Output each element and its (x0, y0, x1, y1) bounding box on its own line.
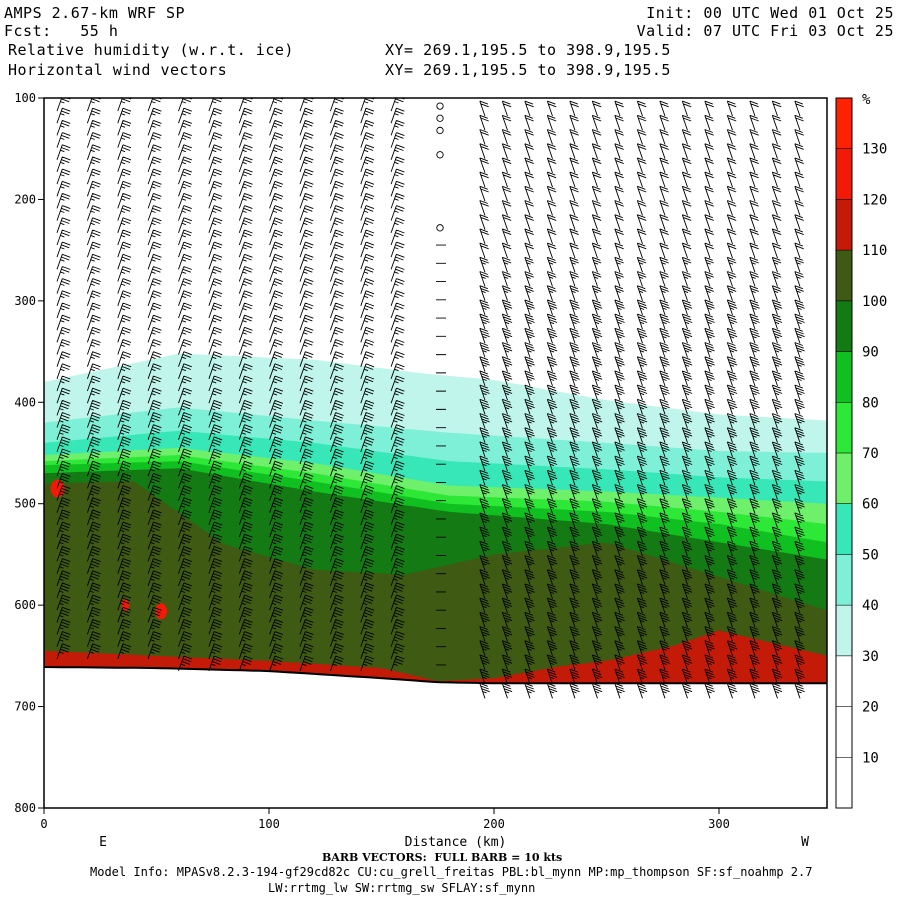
colorbar-label-110: 110 (862, 243, 887, 259)
y-tick-label-800: 800 (14, 801, 36, 815)
xy-range-1: XY= 269.1,195.5 to 398.9,195.5 (385, 41, 671, 59)
right-end-label: W (801, 835, 809, 850)
colorbar-segment-0 (836, 98, 852, 149)
weak-wind-column (436, 244, 446, 666)
y-tick-label-700: 700 (14, 700, 36, 714)
colorbar-segment-9 (836, 554, 852, 606)
x-tick-label-300: 300 (708, 817, 730, 831)
colorbar-segment-3 (836, 250, 852, 301)
colorbar-label-40: 40 (862, 598, 879, 614)
colorbar-segment-12 (836, 706, 852, 758)
field-title-rh: Relative humidity (w.r.t. ice) (8, 41, 294, 59)
calm-circle-2 (436, 126, 444, 135)
calm-circle-1 (436, 114, 444, 122)
colorbar-label-20: 20 (862, 700, 879, 716)
model-info-line-1: Model Info: MPASv8.2.3-194-gf29cd82c CU:… (90, 865, 813, 879)
colorbar-label-30: 30 (862, 649, 879, 665)
colorbar-unit: % (862, 92, 871, 108)
left-end-label: E (99, 835, 107, 850)
y-tick-label-500: 500 (14, 497, 36, 511)
x-tick-label-200: 200 (483, 817, 505, 831)
y-tick-label-100: 100 (14, 91, 36, 105)
calm-circle-4 (436, 224, 444, 232)
init-time: Init: 00 UTC Wed 01 Oct 25 (646, 4, 894, 22)
wind-barbs-west (479, 100, 805, 699)
forecast-hour: Fcst: 55 h (4, 22, 119, 40)
x-tick-label-100: 100 (258, 817, 280, 831)
colorbar-segment-1 (836, 148, 852, 200)
colorbar-label-130: 130 (862, 142, 887, 158)
colorbar-label-50: 50 (862, 547, 879, 563)
barb-note: BARB VECTORS: FULL BARB = 10 kts (322, 851, 563, 864)
colorbar-segment-7 (836, 453, 852, 504)
colorbar-label-100: 100 (862, 294, 887, 310)
colorbar-segment-8 (836, 503, 852, 555)
calm-circle-0 (436, 102, 444, 110)
colorbar-label-80: 80 (862, 395, 879, 411)
field-title-wind: Horizontal wind vectors (8, 61, 228, 79)
colorbar-segment-11 (836, 655, 852, 707)
terrain-line (44, 666, 827, 685)
x-tick-label-0: 0 (40, 817, 47, 831)
colorbar-label-90: 90 (862, 345, 879, 361)
y-tick-label-400: 400 (14, 395, 36, 409)
colorbar-segment-5 (836, 351, 852, 403)
wind-barbs-east (56, 98, 405, 672)
colorbar-segment-6 (836, 402, 852, 453)
colorbar-segment-10 (836, 605, 852, 656)
colorbar-label-120: 120 (862, 192, 887, 208)
valid-time: Valid: 07 UTC Fri 03 Oct 25 (636, 22, 894, 40)
y-tick-label-200: 200 (14, 192, 36, 206)
xy-range-2: XY= 269.1,195.5 to 398.9,195.5 (385, 61, 671, 79)
x-axis-label: Distance (km) (405, 835, 507, 850)
colorbar-label-70: 70 (862, 446, 879, 462)
colorbar-segment-2 (836, 199, 852, 251)
model-title: AMPS 2.67-km WRF SP (4, 4, 186, 22)
wind-barbs (56, 98, 805, 699)
colorbar-segment-13 (836, 757, 852, 808)
plot-area (44, 98, 827, 808)
calm-circle-3 (436, 151, 444, 159)
colorbar-label-60: 60 (862, 497, 879, 513)
y-tick-label-600: 600 (14, 598, 36, 612)
plot-frame (43, 97, 828, 809)
model-info-line-2: LW:rrtmg_lw SW:rrtmg_sw SFLAY:sf_mynn (268, 881, 536, 895)
below-ground (44, 667, 827, 808)
colorbar-label-10: 10 (862, 750, 879, 766)
rh-blob-0 (50, 479, 65, 498)
y-tick-label-300: 300 (14, 294, 36, 308)
colorbar-segment-4 (836, 300, 852, 352)
